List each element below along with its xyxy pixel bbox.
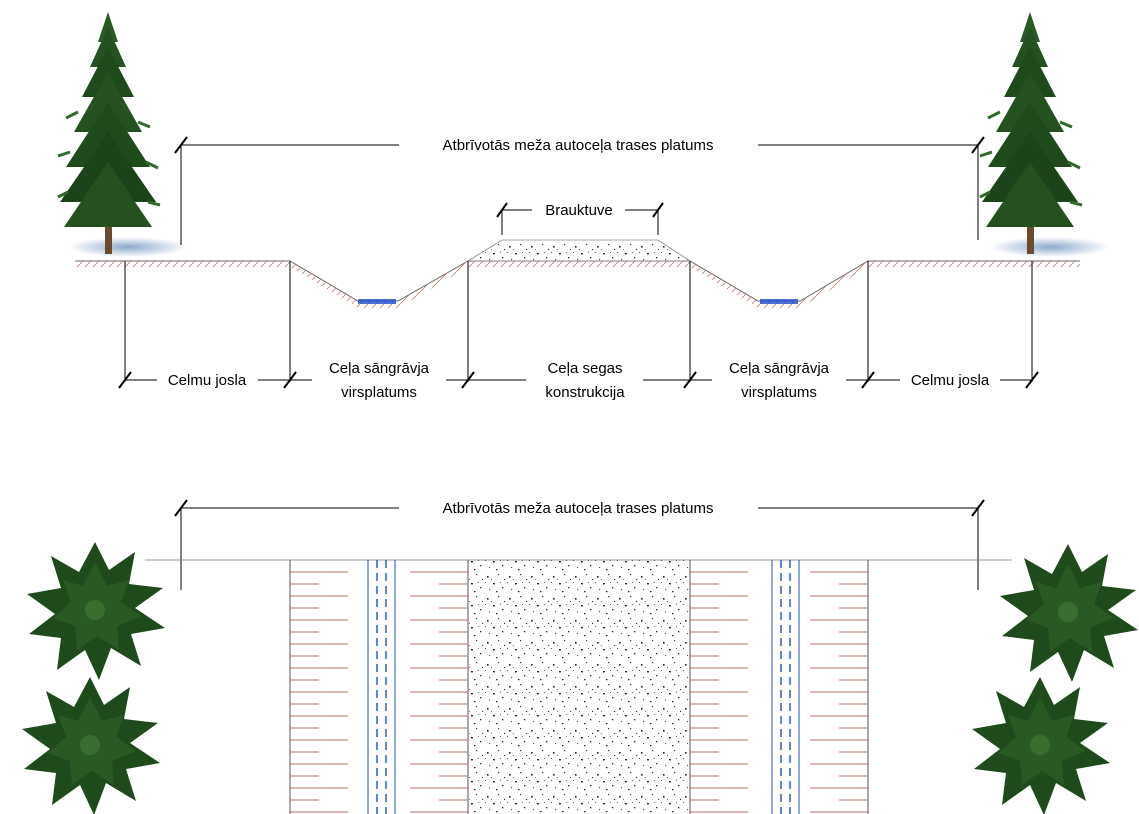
ditch-left-label-line1: Ceļa sāngrāvja — [329, 360, 430, 377]
tree-top-view-icon — [1000, 544, 1138, 682]
ditch-right-label-line1: Ceļa sāngrāvja — [729, 360, 830, 377]
element-dimensions — [118, 261, 1039, 389]
tree-top-view-icon — [972, 677, 1110, 814]
ditch-water-left — [358, 299, 396, 304]
pine-tree-icon — [978, 10, 1112, 259]
plan-view: Atbrīvotās meža autoceļa trases platums — [22, 499, 1138, 814]
plan-boundaries — [289, 560, 869, 814]
ditch-right-label-line2: virsplatums — [741, 384, 817, 401]
tree-top-view-icon — [27, 542, 165, 680]
carriageway-label: Brauktuve — [545, 202, 613, 219]
pine-tree-icon — [56, 10, 190, 259]
pavement-label-line2: konstrukcija — [545, 384, 625, 401]
cross-section: Atbrīvotās meža autoceļa trases platums … — [56, 10, 1112, 401]
plan-slope-ticks — [290, 571, 868, 813]
ditch-left-label-line2: virsplatums — [341, 384, 417, 401]
ground-hatch — [75, 261, 1080, 308]
ditch-water-right — [760, 299, 798, 304]
stump-strip-right-label: Celmu josla — [911, 372, 990, 389]
road-body — [466, 239, 692, 262]
carriageway-dimension — [496, 202, 664, 235]
cleared-width-dimension — [174, 136, 985, 245]
cleared-width-label: Atbrīvotās meža autoceļa trases platums — [443, 137, 714, 154]
stump-strip-left-label: Celmu josla — [168, 372, 247, 389]
pavement-label-line1: Ceļa segas — [547, 360, 622, 377]
plan-road-surface — [469, 560, 689, 814]
plan-ditch-lines — [367, 560, 800, 814]
plan-cleared-width-label: Atbrīvotās meža autoceļa trases platums — [443, 500, 714, 517]
tree-top-view-icon — [22, 677, 160, 814]
